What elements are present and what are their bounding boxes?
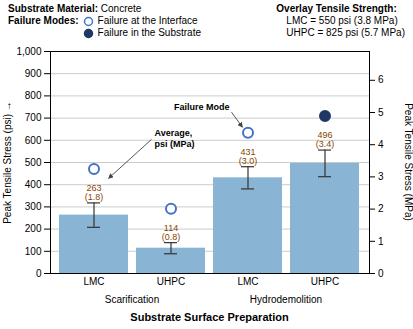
svg-text:400: 400 — [25, 179, 42, 190]
svg-text:4: 4 — [378, 139, 384, 150]
svg-text:200: 200 — [25, 223, 42, 234]
html-text:Substrate Material: Concrete: Substrate Material: Concrete — [8, 3, 142, 14]
svg-text:100: 100 — [25, 246, 42, 257]
svg-text:800: 800 — [25, 90, 42, 101]
svg-text:900: 900 — [25, 68, 42, 79]
svg-text:Peak Tensile Stress (MPa): Peak Tensile Stress (MPa) — [403, 103, 413, 221]
svg-text:LMC: LMC — [83, 276, 104, 287]
svg-text:1,000: 1,000 — [16, 46, 41, 57]
svg-text:Substrate Surface Preparation: Substrate Surface Preparation — [130, 311, 289, 323]
html-text:Failure Modes:: Failure Modes: — [8, 15, 79, 26]
html-text:Overlay Tensile Strength:: Overlay Tensile Strength: — [276, 3, 397, 14]
svg-text:3: 3 — [378, 171, 384, 182]
svg-text:600: 600 — [25, 135, 42, 146]
svg-text:500: 500 — [25, 157, 42, 168]
svg-text:496(3.4): 496(3.4) — [316, 130, 335, 149]
svg-text:Scarification: Scarification — [105, 294, 159, 305]
svg-text:6: 6 — [378, 74, 384, 85]
svg-text:Hydrodemolition: Hydrodemolition — [250, 294, 322, 305]
svg-text:700: 700 — [25, 112, 42, 123]
svg-text:5: 5 — [378, 107, 384, 118]
svg-text:Failure Mode: Failure Mode — [174, 102, 230, 112]
html-text:Failure at the Interface: Failure at the Interface — [97, 15, 198, 26]
svg-text:Peak Tensile Stress (psi) →: Peak Tensile Stress (psi) → — [2, 101, 13, 224]
svg-text:0: 0 — [36, 268, 42, 279]
svg-text:UHPC: UHPC — [157, 276, 185, 287]
html-text:UHPC = 825 psi (5.7 MPa): UHPC = 825 psi (5.7 MPa) — [286, 27, 405, 38]
svg-text:263(1.8): 263(1.8) — [85, 183, 104, 202]
svg-text:300: 300 — [25, 201, 42, 212]
svg-text:UHPC: UHPC — [311, 276, 339, 287]
html-text:Failure in the Substrate: Failure in the Substrate — [97, 27, 201, 38]
svg-text:LMC: LMC — [237, 276, 258, 287]
svg-text:1: 1 — [378, 235, 384, 246]
svg-text:2: 2 — [378, 203, 384, 214]
html-text:LMC = 550 psi (3.8 MPa): LMC = 550 psi (3.8 MPa) — [286, 15, 398, 26]
svg-text:431(3.0): 431(3.0) — [239, 147, 258, 166]
svg-text:0: 0 — [378, 268, 384, 279]
svg-text:114(0.8): 114(0.8) — [162, 223, 181, 242]
svg-text:Average,psi (MPa): Average,psi (MPa) — [155, 128, 195, 149]
